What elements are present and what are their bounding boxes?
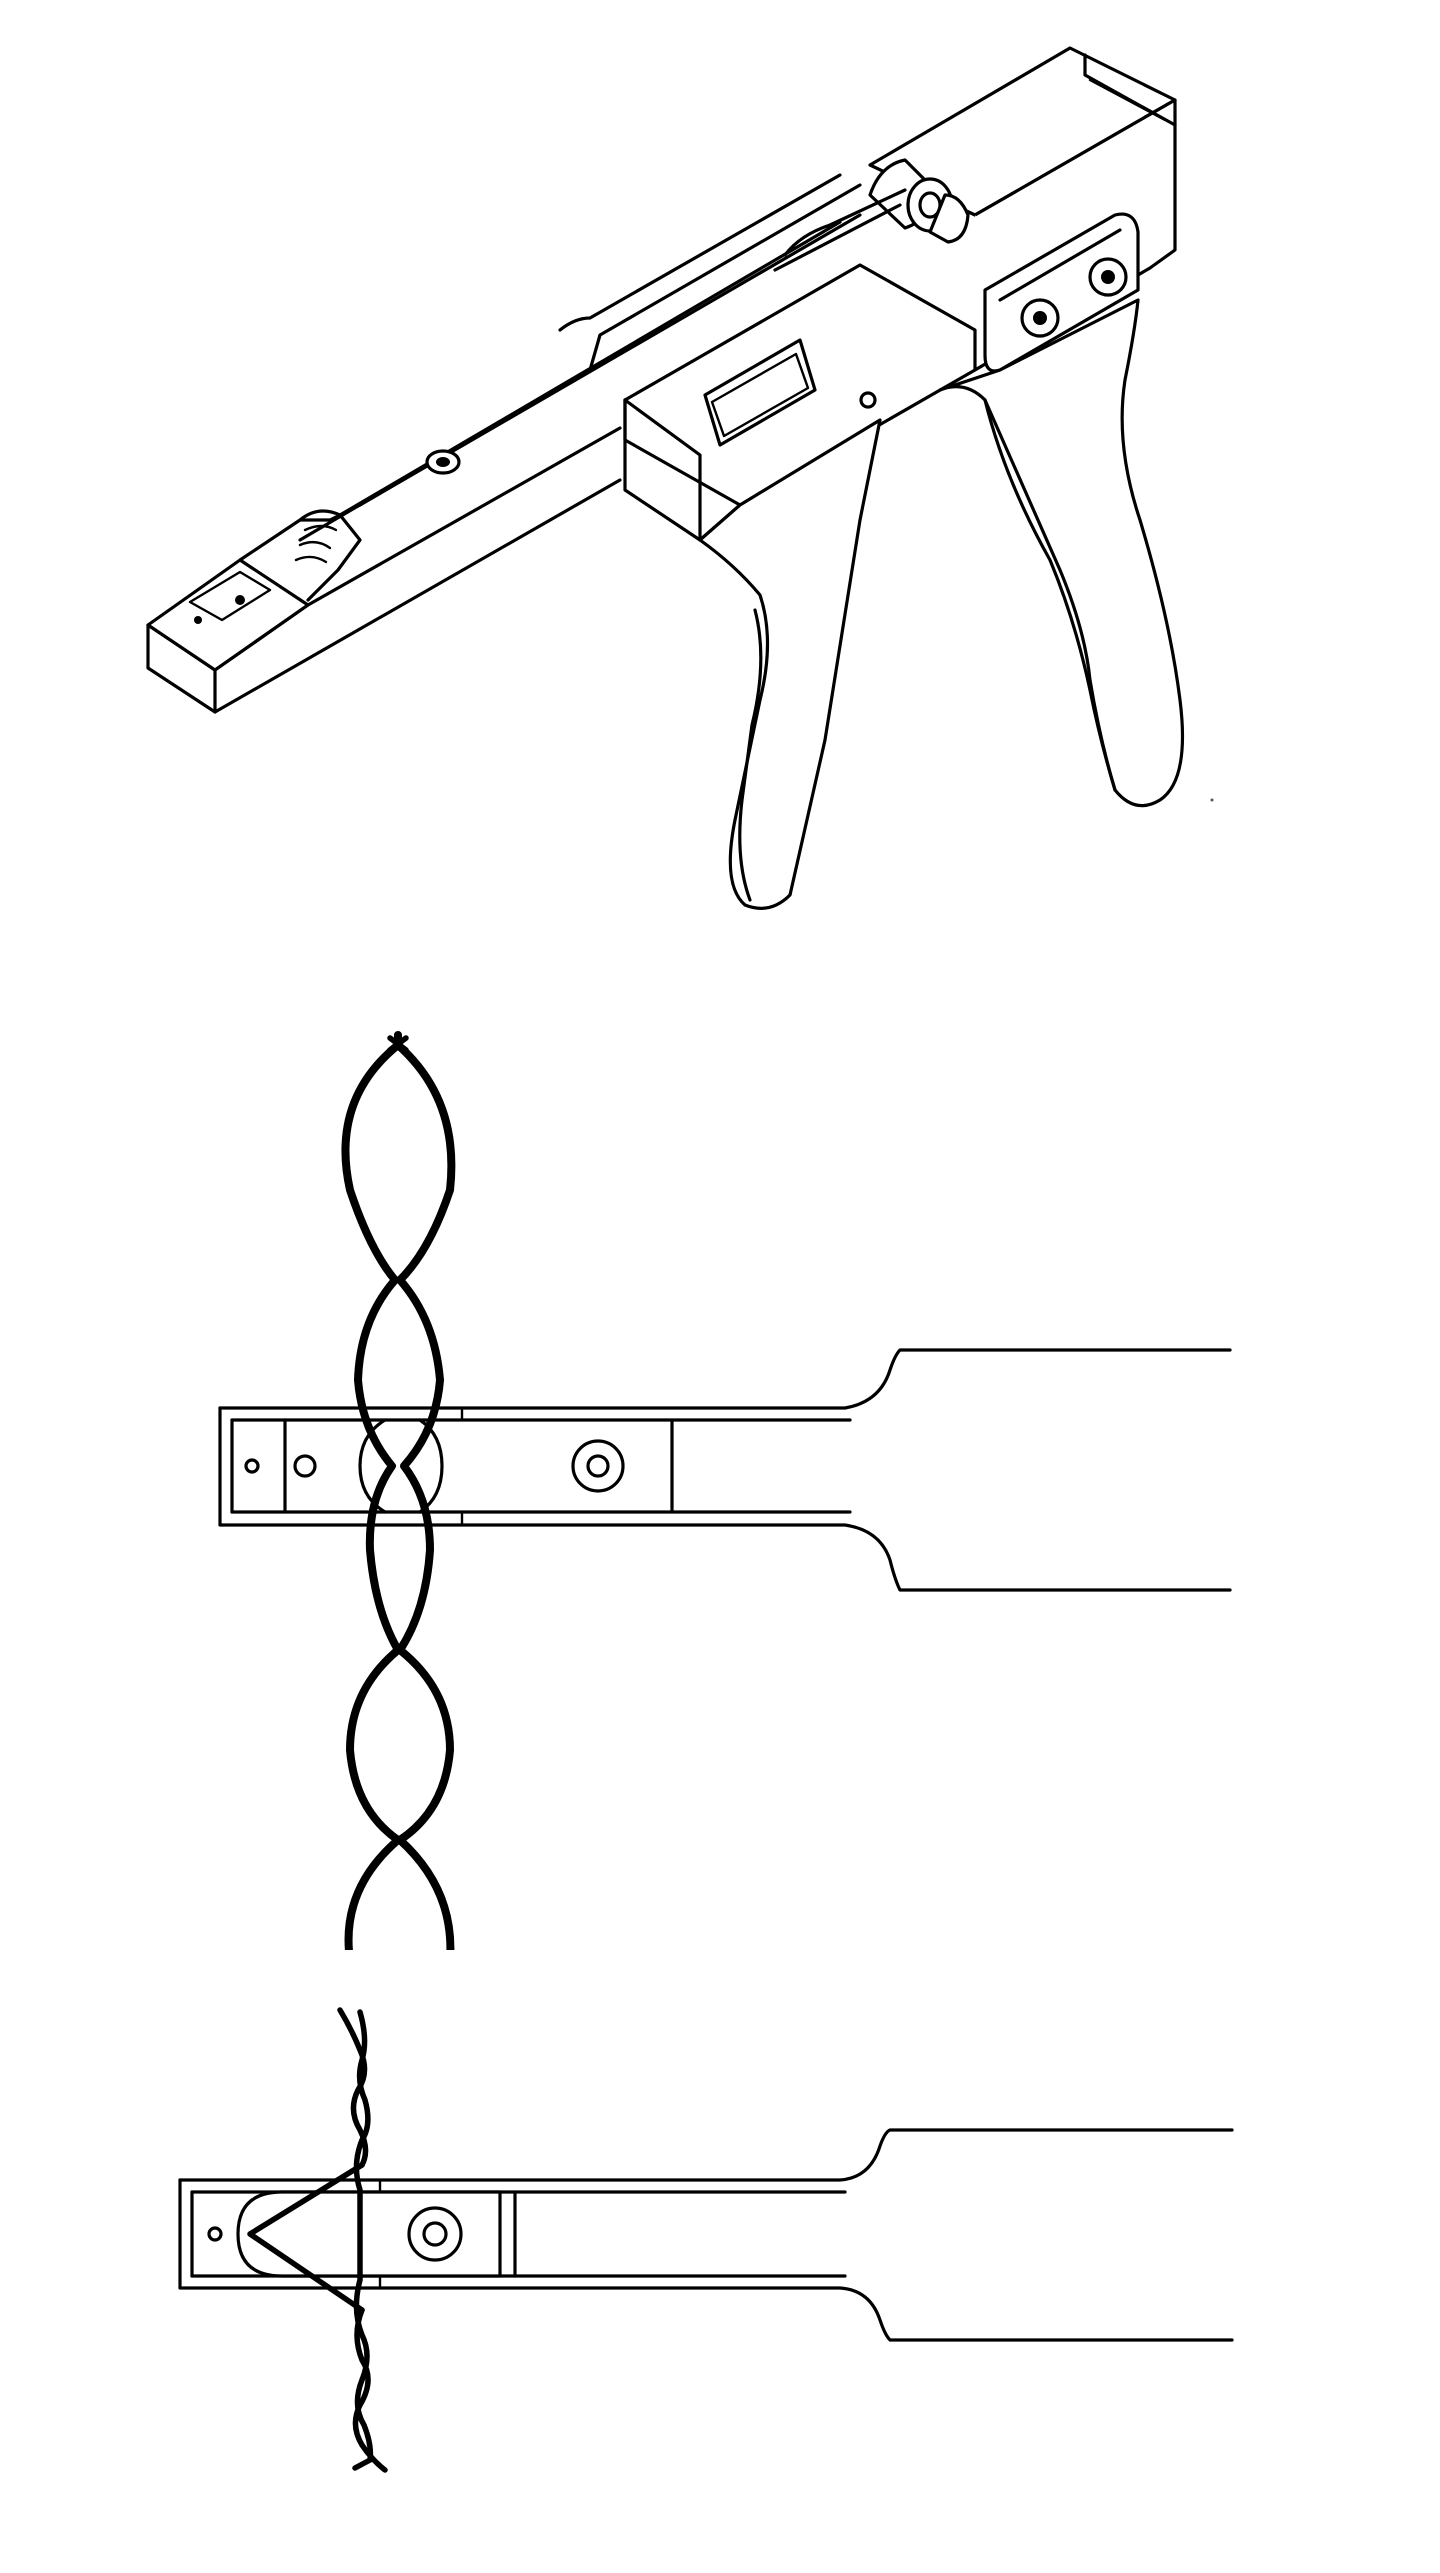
bolt-icon-2 <box>407 2206 463 2262</box>
pin-hole-icon-2 <box>207 2226 223 2242</box>
pin-hole-icon <box>244 1458 260 1474</box>
handle-front <box>698 418 882 910</box>
figure-perspective-tool <box>146 46 1214 910</box>
figure-initial-wire <box>178 2007 1234 2473</box>
initial-wire <box>247 2007 388 2473</box>
bolt-icon <box>571 1439 625 1493</box>
barrel <box>146 173 862 714</box>
tool-head-body <box>218 1348 1232 1592</box>
figure-twisted-wire <box>218 1031 1232 1950</box>
twisted-wire <box>341 1031 456 1950</box>
tool-head-body-2 <box>178 2128 1234 2342</box>
nose-hole-icon <box>194 616 202 624</box>
side-bracket <box>983 212 1140 373</box>
handle-rear <box>938 298 1185 808</box>
roller-mechanism <box>773 158 970 272</box>
